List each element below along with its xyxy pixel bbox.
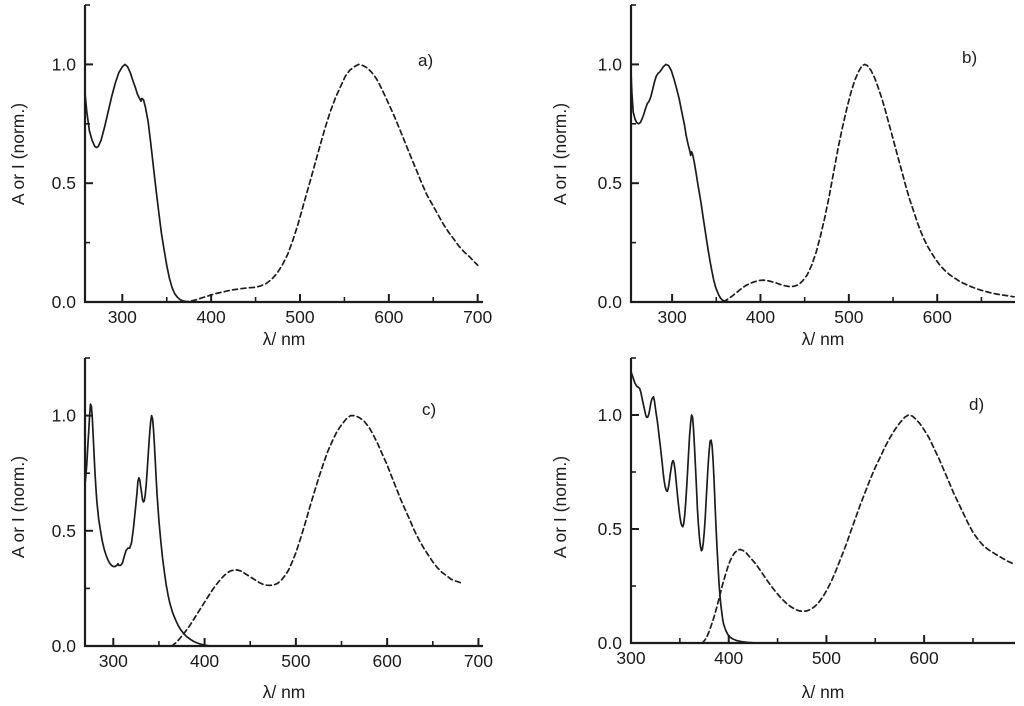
svg-text:0.5: 0.5 [598,519,622,539]
svg-text:400: 400 [197,307,226,327]
plot-canvas-b: 300 400 500 600 0.0 0.5 1.0 [598,4,1015,327]
panel-letter-d: d) [969,395,985,414]
svg-text:0.0: 0.0 [52,292,77,312]
panel-letter-a: a) [418,51,434,70]
x-axis-label-a: λ/ nm [262,329,306,349]
plot-canvas-a: 300 400 500 600 700 0.0 0.5 1.0 [52,4,493,327]
svg-text:500: 500 [281,651,310,671]
svg-text:0.0: 0.0 [598,292,623,312]
svg-text:300: 300 [108,307,137,327]
svg-text:400: 400 [714,648,743,668]
panel-d: 300 400 500 600 0.0 0.5 1.0 A or I (norm.) λ/ … [512,353,1024,706]
svg-text:500: 500 [812,648,841,668]
svg-text:500: 500 [285,307,314,327]
svg-text:300: 300 [616,648,645,668]
svg-text:700: 700 [464,651,493,671]
svg-text:0.0: 0.0 [598,633,623,653]
svg-text:400: 400 [190,651,219,671]
svg-text:1.0: 1.0 [598,54,623,74]
svg-text:700: 700 [463,307,492,327]
svg-text:600: 600 [910,648,939,668]
x-axis-label-c: λ/ nm [262,682,306,702]
svg-text:0.0: 0.0 [52,636,77,656]
svg-text:600: 600 [923,307,952,327]
panel-a: 300 400 500 600 700 0.0 0.5 1.0 A or I (norm.) … [0,0,512,353]
x-axis-label-b: λ/ nm [801,329,845,349]
svg-text:0.5: 0.5 [52,173,76,193]
y-axis-label-a: A or I (norm.) [8,102,28,206]
svg-text:600: 600 [373,651,402,671]
y-axis-label-b: A or I (norm.) [550,102,570,206]
panel-b: 300 400 500 600 0.0 0.5 1.0 A or I (norm.) λ/ … [512,0,1024,353]
series-emission-b [722,63,1015,303]
svg-text:600: 600 [374,307,403,327]
series-absorption-c [84,403,215,647]
series-emission-a [190,63,479,302]
series-emission-d [701,414,1013,644]
panel-letter-b: b) [962,48,978,67]
x-axis-label-d: λ/ nm [801,682,845,702]
svg-text:0.5: 0.5 [52,521,76,541]
svg-text:1.0: 1.0 [52,406,77,426]
svg-text:1.0: 1.0 [52,54,77,74]
svg-text:400: 400 [746,307,775,327]
series-absorption-a [84,63,200,303]
svg-text:500: 500 [834,307,863,327]
y-axis-label-d: A or I (norm.) [550,455,570,559]
series-absorption-b [630,63,751,303]
svg-text:300: 300 [99,651,128,671]
y-axis-label-c: A or I (norm.) [8,455,28,559]
panel-letter-c: c) [422,400,437,419]
svg-text:300: 300 [657,307,686,327]
svg-text:0.5: 0.5 [598,173,622,193]
series-emission-c [170,414,462,647]
plot-canvas-d: 300 400 500 600 0.0 0.5 1.0 [598,357,1015,668]
svg-text:1.0: 1.0 [598,405,623,425]
plot-canvas-c: 300 400 500 600 700 0.0 0.5 1.0 [52,357,493,671]
series-absorption-d [630,370,761,644]
panel-c: 300 400 500 600 700 0.0 0.5 1.0 A or I (norm.) … [0,353,512,706]
